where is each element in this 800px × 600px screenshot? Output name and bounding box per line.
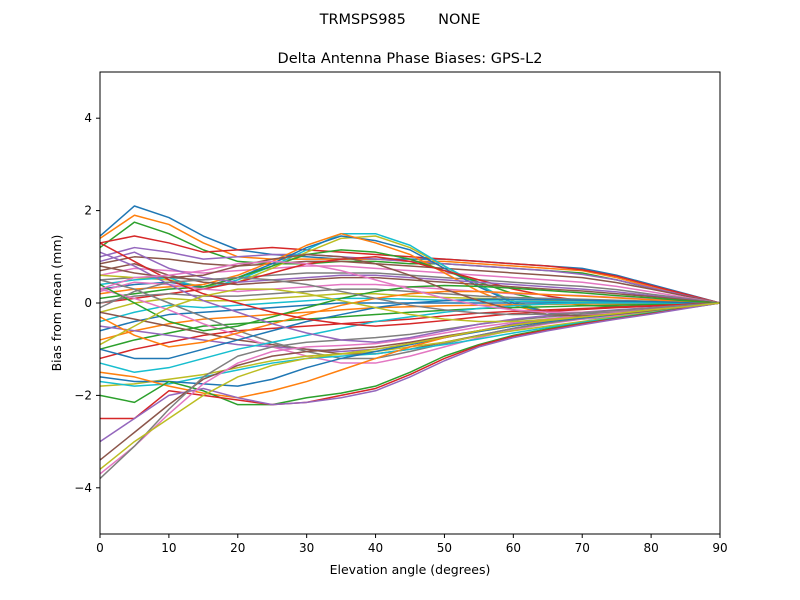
x-tick-label: 30 [299, 541, 314, 555]
y-tick-label: 4 [84, 111, 92, 125]
series-line-4 [99, 235, 721, 304]
y-tick-label: −4 [74, 481, 92, 495]
x-tick-label: 70 [575, 541, 590, 555]
y-ticks: −4 −2 0 2 4 [74, 111, 100, 495]
series-line-48 [99, 276, 721, 316]
x-tick-label: 50 [437, 541, 452, 555]
y-tick-label: 2 [84, 204, 92, 218]
series-line-37 [99, 302, 721, 475]
x-axis-label: Elevation angle (degrees) [330, 562, 491, 577]
plot-lines [99, 205, 721, 480]
x-tick-label: 20 [230, 541, 245, 555]
y-tick-label: −2 [74, 388, 92, 402]
series-line-15 [99, 251, 721, 304]
x-tick-label: 80 [643, 541, 658, 555]
series-line-49 [99, 288, 721, 346]
series-line-23 [99, 302, 721, 350]
series-line-27 [99, 288, 721, 364]
series-line-20 [99, 297, 720, 323]
x-tick-label: 10 [161, 541, 176, 555]
x-tick-label: 60 [506, 541, 521, 555]
series-line-40 [99, 302, 720, 374]
x-ticks: 0 10 20 30 40 50 60 70 80 90 [96, 534, 728, 555]
series-line-22 [99, 302, 720, 341]
series-line-41 [99, 298, 721, 360]
series-line-42 [99, 290, 721, 348]
series-line-36 [99, 302, 721, 461]
series-line-44 [99, 242, 721, 327]
series-line-16 [99, 262, 721, 304]
y-axis-label: Bias from mean (mm) [49, 235, 64, 372]
series-line-43 [99, 283, 721, 332]
series-line-7 [99, 265, 721, 304]
y-tick-label: 0 [84, 296, 92, 310]
series-line-6 [99, 256, 721, 304]
chart-suptitle: TRMSPS985 NONE [319, 12, 481, 28]
series-line-35 [99, 302, 721, 443]
x-tick-label: 40 [368, 541, 383, 555]
x-tick-label: 90 [712, 541, 727, 555]
x-tick-label: 0 [96, 541, 104, 555]
chart-title: Delta Antenna Phase Biases: GPS-L2 [278, 51, 543, 67]
